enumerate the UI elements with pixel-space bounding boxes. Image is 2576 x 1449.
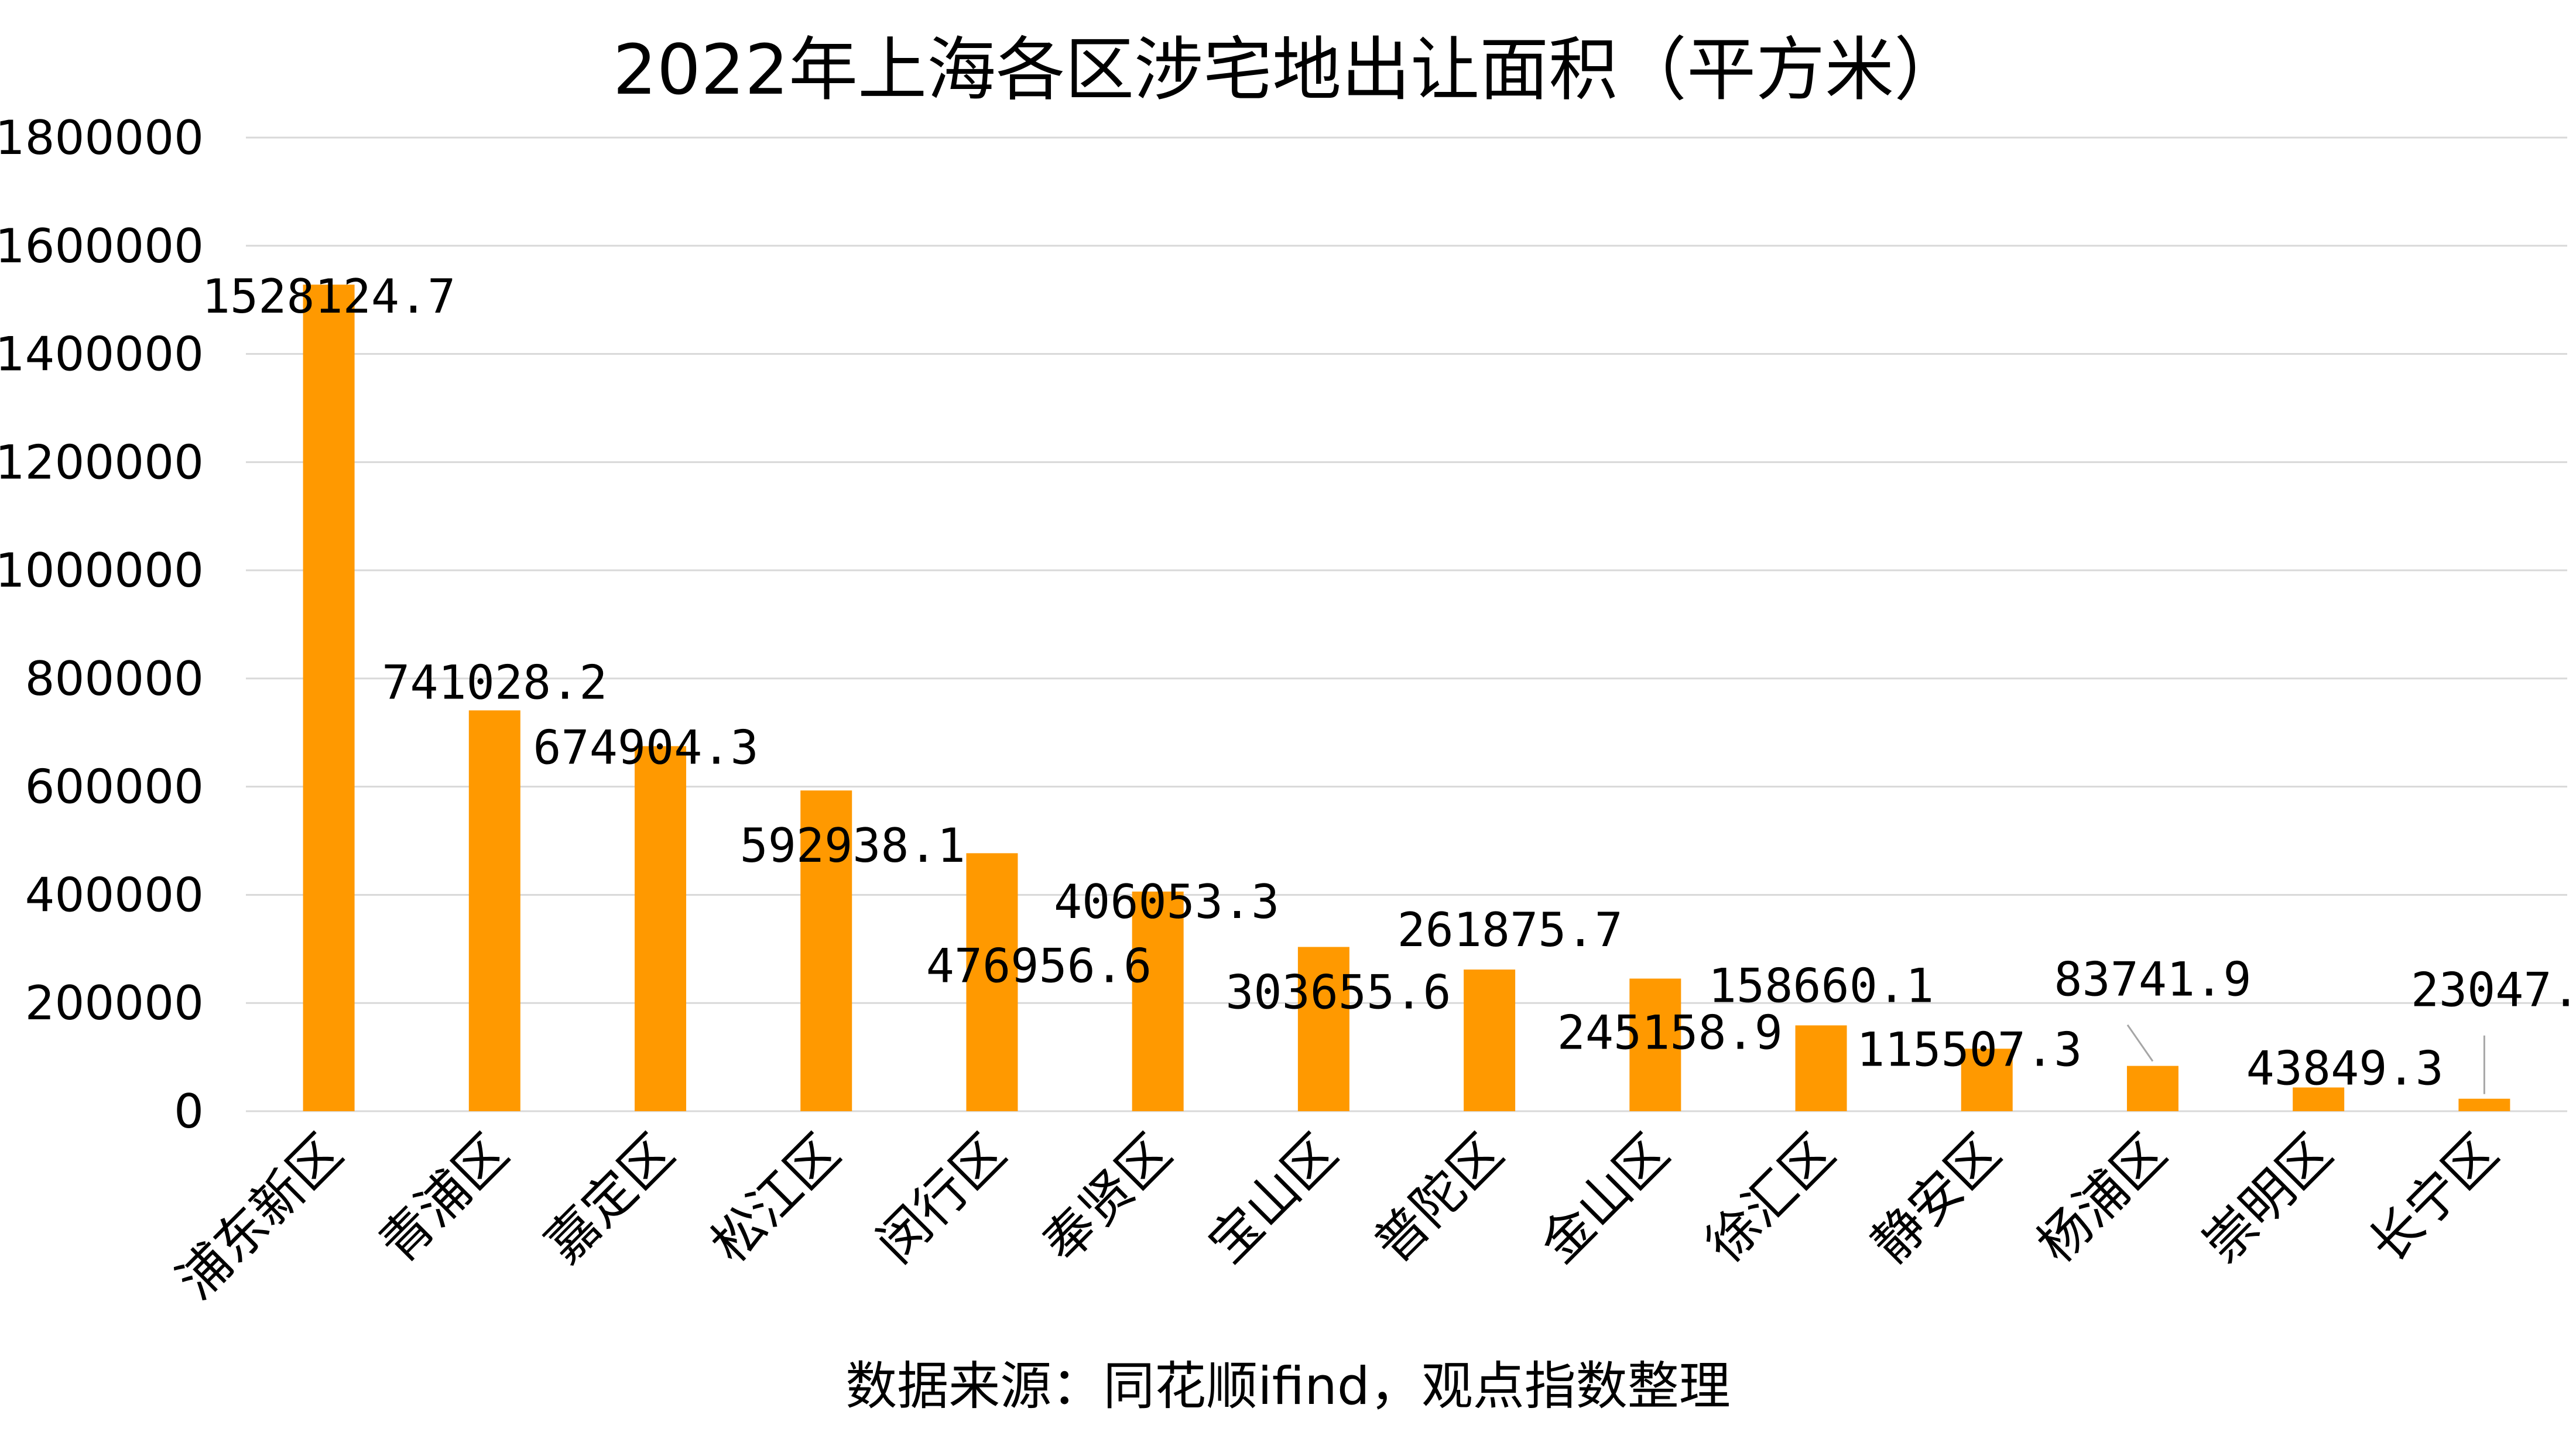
x-tick-label: 徐汇区: [1694, 1122, 1847, 1275]
data-label: 115507.3: [1856, 1022, 2082, 1077]
bar: [468, 710, 520, 1111]
data-label: 1528124.7: [202, 269, 455, 324]
y-tick-label: 600000: [25, 760, 204, 814]
x-tick-label: 浦东新区: [166, 1122, 354, 1311]
x-tick-label: 静安区: [1860, 1122, 2012, 1275]
bar: [2293, 1087, 2345, 1111]
bar: [2126, 1066, 2178, 1111]
y-axis-ticks: 0 200000 400000 600000 800000 1000000 1200000 1…: [0, 111, 204, 1139]
x-tick-label: 宝山区: [1197, 1122, 1349, 1275]
x-tick-label: 松江区: [700, 1122, 852, 1275]
data-label: 23047.8: [2411, 963, 2576, 1018]
y-tick-label: 1000000: [0, 543, 204, 598]
source-note: 数据来源：同花顺ifind，观点指数整理: [845, 1356, 1731, 1416]
bar: [1132, 891, 1184, 1111]
x-tick-label: 崇明区: [2192, 1122, 2344, 1275]
bar: [1629, 978, 1681, 1111]
data-label: 83741.9: [2054, 953, 2251, 1007]
data-label: 261875.7: [1397, 903, 1622, 957]
data-label: 158660.1: [1708, 958, 1934, 1013]
bar: [1297, 947, 1349, 1111]
x-tick-label: 青浦区: [368, 1122, 520, 1275]
y-tick-label: 200000: [25, 976, 204, 1030]
x-tick-label: 普陀区: [1362, 1122, 1515, 1275]
x-tick-label: 嘉定区: [533, 1122, 686, 1275]
y-tick-label: 1400000: [0, 327, 204, 382]
bar: [800, 790, 852, 1111]
x-tick-label: 奉贤区: [1031, 1122, 1183, 1275]
data-label: 592938.1: [740, 818, 965, 873]
y-tick-label: 1600000: [0, 219, 204, 273]
label-leader-lines: [2126, 1024, 2485, 1094]
data-label: 674904.3: [533, 720, 758, 775]
x-tick-label: 杨浦区: [2026, 1122, 2178, 1275]
y-tick-label: 0: [174, 1084, 204, 1139]
bar: [2458, 1098, 2510, 1111]
bar: [966, 853, 1018, 1111]
bar: [303, 285, 355, 1111]
x-tick-label: 金山区: [1529, 1122, 1681, 1275]
x-tick-label: 长宁区: [2358, 1122, 2510, 1275]
data-label: 43849.3: [2246, 1041, 2444, 1095]
data-label: 741028.2: [382, 655, 607, 710]
data-label: 303655.6: [1225, 965, 1451, 1019]
x-tick-label: 闵行区: [865, 1122, 1018, 1275]
data-label: 406053.3: [1054, 875, 1279, 929]
y-tick-label: 400000: [25, 868, 204, 922]
y-tick-label: 1200000: [0, 435, 204, 489]
bars: [303, 285, 2510, 1111]
chart-title: 2022年上海各区涉宅地出让面积（平方米）: [613, 29, 1963, 110]
bar: [1961, 1049, 2013, 1111]
x-axis-ticks: 浦东新区 青浦区 嘉定区 松江区 闵行区 奉贤区 宝山区 普陀区 金山区 徐汇区 静安区 杨浦区 崇明区…: [166, 1122, 2510, 1311]
y-tick-label: 800000: [25, 652, 204, 706]
bar: [1464, 970, 1516, 1111]
bar: [1795, 1025, 1847, 1111]
gridlines: [246, 136, 2567, 1112]
data-labels: 1528124.7 741028.2 674904.3 592938.1 476956.…: [202, 269, 2576, 1095]
data-label: 245158.9: [1557, 1006, 1783, 1060]
bar: [635, 746, 687, 1111]
y-tick-label: 1800000: [0, 111, 204, 165]
data-label: 476956.6: [926, 938, 1152, 993]
leader-line: [2126, 1024, 2154, 1062]
